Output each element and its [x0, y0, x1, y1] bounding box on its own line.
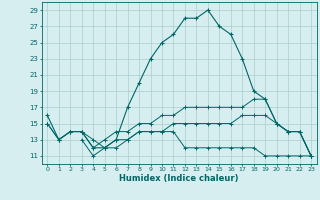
X-axis label: Humidex (Indice chaleur): Humidex (Indice chaleur): [119, 174, 239, 183]
